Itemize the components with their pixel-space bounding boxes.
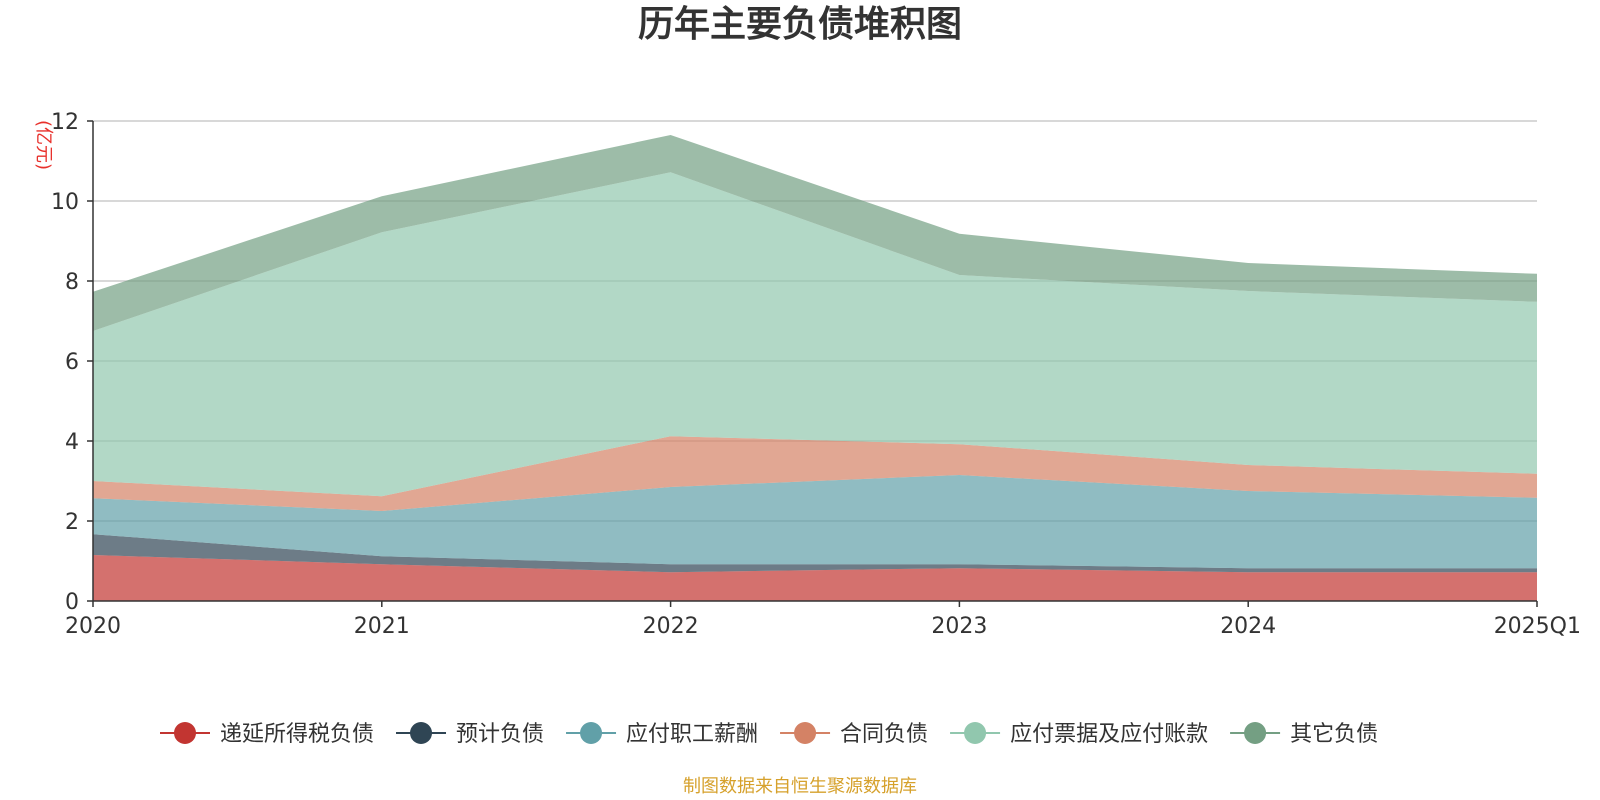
- legend[interactable]: 递延所得税负债 预计负债 应付职工薪酬 合同负债 应付票据及应付账款 其它负债: [160, 722, 1378, 747]
- legend-circle-marker: [794, 722, 817, 744]
- area-series-1[interactable]: [93, 555, 1537, 601]
- x-tick-label: 2020: [65, 614, 121, 639]
- area-series-2[interactable]: [93, 534, 1537, 573]
- area-series-6[interactable]: [93, 135, 1537, 331]
- legend-item-1[interactable]: 递延所得税负债: [160, 722, 374, 747]
- legend-label: 合同负债: [840, 722, 928, 747]
- y-tick-label: 0: [65, 590, 79, 615]
- y-tick-label: 10: [51, 190, 79, 215]
- x-tick-label: 2025Q1: [1494, 614, 1581, 639]
- legend-circle-marker: [174, 722, 196, 744]
- legend-label: 递延所得税负债: [220, 722, 374, 747]
- legend-circle-marker: [410, 722, 433, 744]
- area-series: [93, 135, 1537, 601]
- legend-label: 应付票据及应付账款: [1010, 722, 1208, 747]
- x-tick-label: 2021: [354, 614, 410, 639]
- legend-circle-marker: [1244, 722, 1267, 744]
- area-series-5[interactable]: [93, 172, 1537, 497]
- legend-circle-marker: [964, 722, 987, 744]
- legend-label: 预计负债: [456, 722, 544, 747]
- legend-label: 其它负债: [1290, 722, 1378, 747]
- y-tick-label: 12: [51, 110, 79, 135]
- legend-item-4[interactable]: 合同负债: [780, 722, 928, 747]
- legend-circle-marker: [580, 722, 603, 744]
- y-tick-label: 6: [65, 350, 79, 375]
- axes: 0 2 4 6 8 10 12 2020 2021 2022 2023 2024 2025Q1: [51, 110, 1581, 639]
- area-series-3[interactable]: [93, 475, 1537, 569]
- x-tick-label: 2023: [931, 614, 987, 639]
- x-tick-label: 2024: [1220, 614, 1276, 639]
- source-note: 制图数据来自恒生聚源数据库: [683, 776, 917, 797]
- legend-item-2[interactable]: 预计负债: [396, 722, 544, 747]
- y-tick-label: 4: [65, 430, 79, 455]
- legend-item-5[interactable]: 应付票据及应付账款: [950, 722, 1208, 747]
- legend-label: 应付职工薪酬: [626, 722, 758, 747]
- legend-item-3[interactable]: 应付职工薪酬: [566, 722, 758, 747]
- y-axis-unit-label: (亿元): [33, 120, 54, 170]
- chart-title: 历年主要负债堆积图: [638, 4, 962, 45]
- y-tick-label: 2: [65, 510, 79, 535]
- x-tick-label: 2022: [643, 614, 699, 639]
- y-tick-label: 8: [65, 270, 79, 295]
- area-series-4[interactable]: [93, 436, 1537, 511]
- legend-item-6[interactable]: 其它负债: [1230, 722, 1378, 747]
